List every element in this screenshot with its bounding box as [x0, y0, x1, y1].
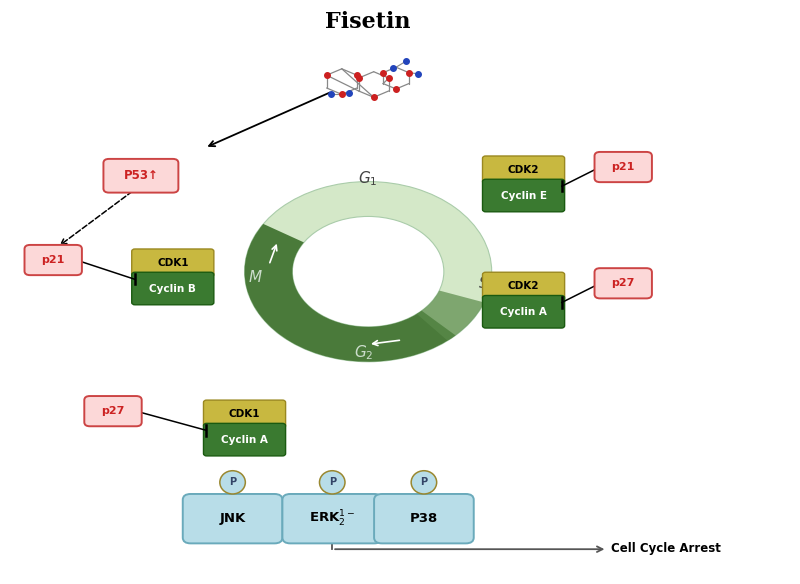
- FancyBboxPatch shape: [25, 245, 82, 275]
- FancyBboxPatch shape: [84, 396, 142, 426]
- Text: Fisetin: Fisetin: [326, 11, 411, 33]
- Text: P: P: [329, 477, 336, 488]
- Text: Cell Cycle Arrest: Cell Cycle Arrest: [611, 541, 721, 555]
- Text: CDK2: CDK2: [508, 165, 539, 175]
- Text: P: P: [420, 477, 427, 488]
- FancyBboxPatch shape: [203, 400, 286, 428]
- Text: P: P: [229, 477, 236, 488]
- Ellipse shape: [411, 471, 437, 494]
- Text: $G_1$: $G_1$: [358, 169, 378, 188]
- Text: Cyclin E: Cyclin E: [501, 190, 546, 200]
- FancyBboxPatch shape: [182, 494, 282, 543]
- FancyBboxPatch shape: [103, 159, 178, 193]
- Wedge shape: [245, 224, 455, 361]
- Text: CDK2: CDK2: [508, 281, 539, 291]
- Wedge shape: [245, 182, 492, 361]
- FancyBboxPatch shape: [282, 494, 382, 543]
- FancyBboxPatch shape: [132, 249, 214, 277]
- FancyBboxPatch shape: [203, 423, 286, 456]
- FancyBboxPatch shape: [482, 156, 565, 184]
- Text: p27: p27: [611, 279, 635, 288]
- Text: p21: p21: [42, 255, 65, 265]
- Ellipse shape: [220, 471, 246, 494]
- Text: P38: P38: [410, 512, 438, 525]
- FancyBboxPatch shape: [132, 272, 214, 305]
- Text: JNK: JNK: [219, 512, 246, 525]
- FancyBboxPatch shape: [482, 179, 565, 212]
- FancyBboxPatch shape: [594, 152, 652, 182]
- Ellipse shape: [319, 471, 345, 494]
- Text: CDK1: CDK1: [157, 258, 189, 268]
- Text: M: M: [248, 270, 262, 285]
- FancyBboxPatch shape: [594, 268, 652, 298]
- Text: Cyclin A: Cyclin A: [221, 434, 268, 444]
- Text: Cyclin B: Cyclin B: [150, 283, 196, 294]
- Text: CDK1: CDK1: [229, 409, 260, 419]
- FancyBboxPatch shape: [374, 494, 474, 543]
- Text: ERK$^{1-}_{2}$: ERK$^{1-}_{2}$: [309, 509, 355, 529]
- FancyBboxPatch shape: [482, 272, 565, 300]
- Text: Cyclin A: Cyclin A: [500, 307, 547, 317]
- Text: $G_2$: $G_2$: [354, 343, 374, 363]
- Text: p21: p21: [611, 162, 635, 172]
- Wedge shape: [417, 291, 484, 340]
- Text: p27: p27: [102, 406, 125, 416]
- Text: S: S: [479, 276, 489, 291]
- Text: P53↑: P53↑: [123, 169, 158, 182]
- FancyBboxPatch shape: [482, 296, 565, 328]
